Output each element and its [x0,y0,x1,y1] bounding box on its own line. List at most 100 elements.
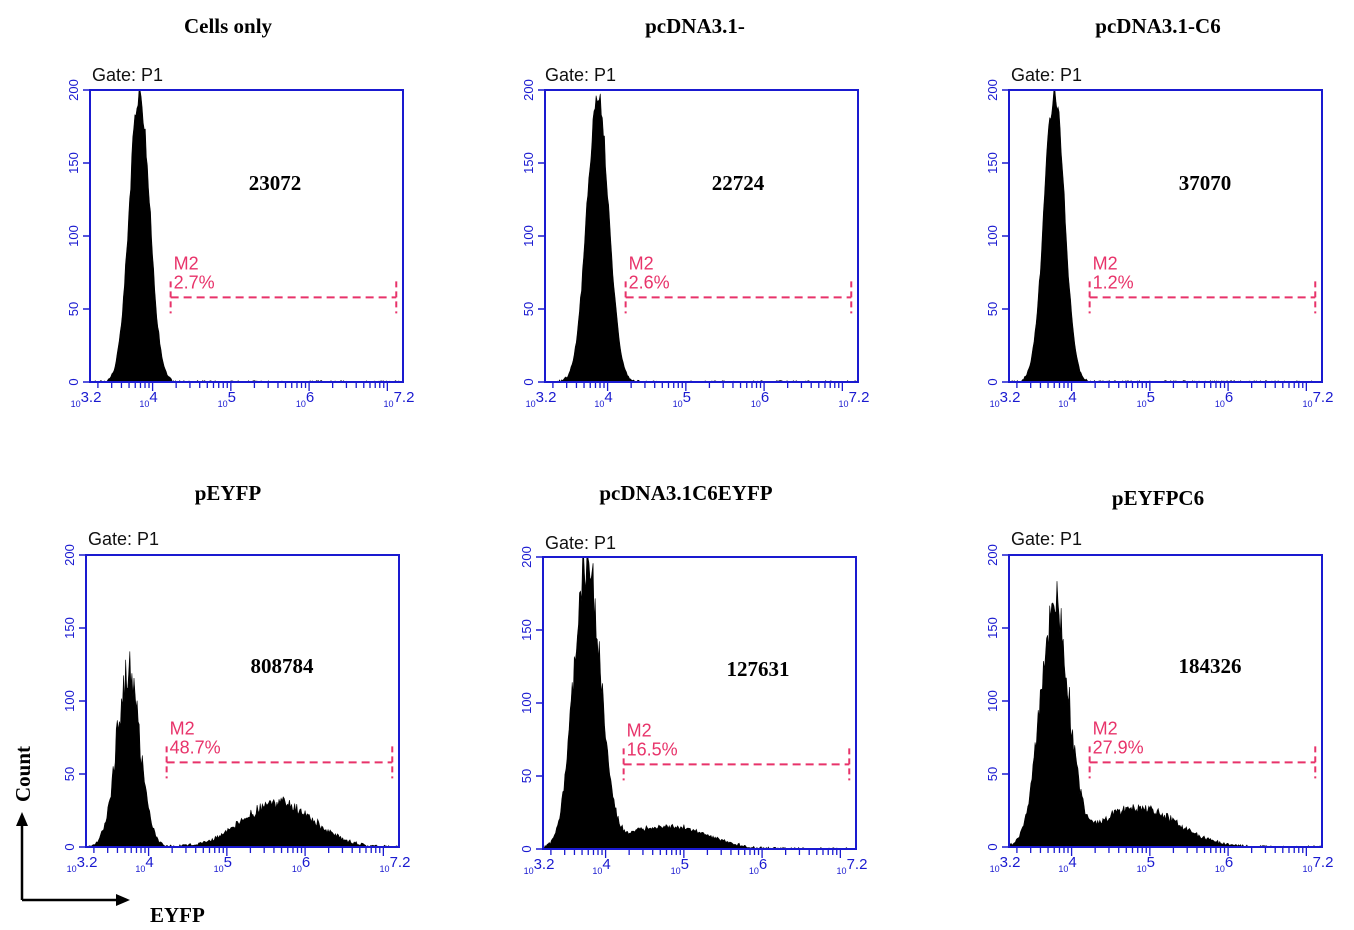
y-tick-label: 50 [62,767,77,781]
x-tick-label: 103.2 [67,854,98,874]
gate-label: Gate: P1 [545,65,616,85]
y-tick-label: 0 [521,378,536,385]
gate-label: Gate: P1 [1011,529,1082,549]
y-tick-label: 200 [519,546,534,568]
y-tick-label: 200 [521,79,536,101]
gate-label: Gate: P1 [545,533,616,553]
x-tick-label: 106 [1215,854,1233,874]
y-tick-label: 100 [521,225,536,247]
marker-name: M2 [170,718,195,738]
x-tick-label: 103.2 [990,854,1021,874]
panel-title: pEYFP [195,481,262,505]
histogram-panel-pcdna3-1-c6: pcDNA3.1-C6 Gate: P1 0 50 100 150 200 103.2 10… [985,14,1333,409]
y-tick-label: 0 [62,843,77,850]
histogram-panel-cells-only: Cells only Gate: P1 0 50 100 150 200 103.2 104… [66,14,414,409]
histogram-panel-peyfp: pEYFP Gate: P1 0 50 100 150 200 103.2 104 105 10… [62,481,410,874]
marker-percent: 2.6% [629,272,670,292]
x-tick-label: 103.2 [526,389,557,409]
y-tick-label: 50 [521,302,536,316]
x-tick-label: 105 [1137,389,1155,409]
histogram-area [85,651,400,848]
mfi-value: 184326 [1179,654,1242,678]
marker-percent: 2.7% [174,272,215,292]
x-tick-label: 106 [749,856,767,876]
x-tick-label: 107.2 [837,856,868,876]
mfi-value: 23072 [249,171,302,195]
gate-label: Gate: P1 [88,529,159,549]
panel-title: pcDNA3.1C6EYFP [599,481,772,505]
gate-label: Gate: P1 [92,65,163,85]
x-tick-label: 106 [751,389,769,409]
y-tick-label: 0 [985,378,1000,385]
histogram-area [544,93,858,383]
x-tick-label: 104 [1058,389,1076,409]
x-tick-label: 106 [292,854,310,874]
axis-indicator: Count EYFP [11,746,205,927]
y-tick-label: 100 [519,692,534,714]
histogram-panel-pcdna3-1: pcDNA3.1- Gate: P1 0 50 100 150 200 103.2 104 1… [521,14,869,409]
panel-title: Cells only [184,14,273,38]
y-tick-label: 100 [985,225,1000,247]
histogram-area [1008,89,1323,383]
histogram-area [89,89,403,383]
marker-name: M2 [1093,718,1118,738]
mfi-value: 22724 [712,171,765,195]
x-arrow-head-icon [116,894,130,906]
x-tick-label: 106 [1215,389,1233,409]
panel-title: pEYFPC6 [1112,486,1204,510]
x-tick-label: 105 [218,389,236,409]
x-tick-label: 105 [214,854,232,874]
gate-label: Gate: P1 [1011,65,1082,85]
panel-title: pcDNA3.1- [645,14,745,38]
y-tick-label: 100 [66,225,81,247]
histogram-plot: 0 50 100 150 200 103.2 104 105 106 107.2 M22.7% [66,79,414,409]
y-tick-label: 50 [66,302,81,316]
x-tick-label: 104 [139,389,157,409]
y-tick-label: 150 [519,619,534,641]
histogram-area [1008,581,1323,848]
histogram-area [542,556,857,850]
y-tick-label: 100 [62,690,77,712]
histogram-plot: 0 50 100 150 200 103.2 104 105 106 107.2 M21.2% [985,79,1333,409]
marker-name: M2 [627,720,652,740]
x-tick-label: 103.2 [524,856,555,876]
x-tick-label: 104 [135,854,153,874]
histogram-panel-pcdna3-1c6eyfp: pcDNA3.1C6EYFP Gate: P1 0 50 100 150 200 103.… [519,481,867,876]
y-tick-label: 150 [985,617,1000,639]
y-tick-label: 200 [985,79,1000,101]
marker-percent: 48.7% [170,737,221,757]
mfi-value: 127631 [727,657,790,681]
marker-percent: 27.9% [1093,737,1144,757]
x-tick-label: 105 [671,856,689,876]
y-tick-label: 150 [985,152,1000,174]
x-tick-label: 107.2 [839,389,870,409]
x-tick-label: 107.2 [1303,854,1334,874]
marker-name: M2 [1093,253,1118,273]
x-tick-label: 103.2 [990,389,1021,409]
histogram-plot: 0 50 100 150 200 103.2 104 105 106 107.2 M22.6% [521,79,869,409]
marker-name: M2 [629,253,654,273]
y-tick-label: 50 [985,302,1000,316]
y-tick-label: 150 [62,617,77,639]
x-tick-label: 107.2 [384,389,415,409]
x-tick-label: 105 [673,389,691,409]
y-tick-label: 0 [519,845,534,852]
x-tick-label: 107.2 [1303,389,1334,409]
y-tick-label: 200 [66,79,81,101]
histogram-panel-peyfpc6: pEYFPC6 Gate: P1 0 50 100 150 200 103.2 104 105… [985,486,1333,874]
marker-name: M2 [174,253,199,273]
y-tick-label: 150 [66,152,81,174]
y-arrow-head-icon [16,812,28,826]
y-tick-label: 150 [521,152,536,174]
marker-percent: 1.2% [1093,272,1134,292]
y-axis-word: Count [11,746,35,802]
y-tick-label: 200 [62,544,77,566]
y-tick-label: 50 [519,769,534,783]
x-tick-label: 104 [1058,854,1076,874]
y-tick-label: 200 [985,544,1000,566]
x-axis-word: EYFP [150,903,205,927]
x-tick-label: 106 [296,389,314,409]
